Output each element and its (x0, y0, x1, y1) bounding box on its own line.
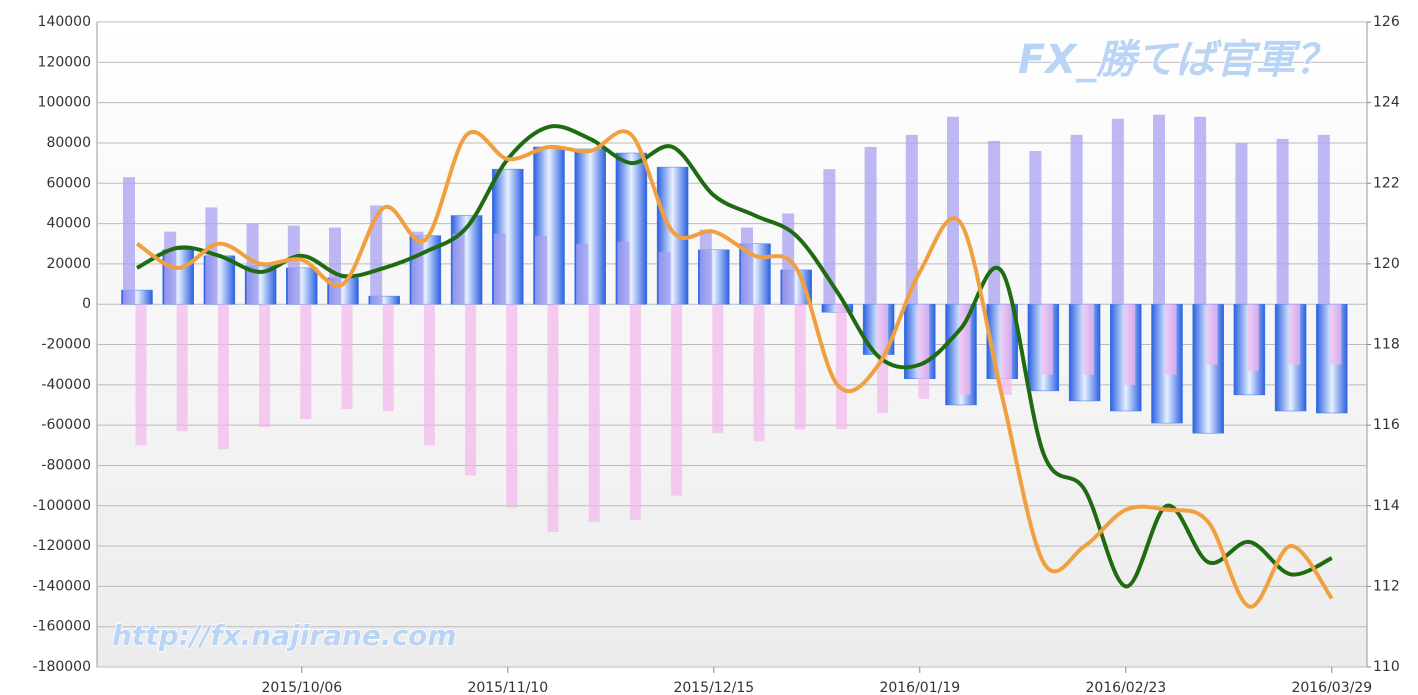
y-tick-label: 20000 (46, 256, 91, 272)
bar (1247, 304, 1259, 371)
bar (1041, 304, 1053, 375)
y-tick-label: -60000 (41, 417, 91, 433)
bar (1124, 304, 1136, 385)
bar (864, 146, 877, 305)
y-tick-label: -140000 (33, 578, 92, 594)
watermark: http://fx.najirane.com (112, 619, 457, 652)
bar (741, 227, 753, 305)
bar (465, 304, 477, 476)
bar (382, 304, 394, 412)
bar (1029, 151, 1042, 305)
bar (753, 304, 765, 442)
y2-tick-label: 124 (1373, 95, 1400, 111)
bar (1276, 138, 1289, 305)
bar (287, 225, 300, 305)
x-tick-label: 2016/03/29 (1291, 680, 1372, 695)
bar (547, 304, 559, 532)
bar (835, 304, 847, 430)
x-tick-label: 2015/10/06 (261, 680, 342, 695)
bar (588, 304, 600, 522)
bar (205, 207, 218, 305)
bar (794, 304, 806, 430)
bar (535, 235, 547, 305)
bar (1330, 304, 1342, 365)
y2-tick-label: 116 (1373, 417, 1400, 433)
bar (411, 231, 424, 305)
bar (1206, 304, 1218, 365)
y-tick-label: -40000 (41, 377, 91, 393)
bar (1317, 134, 1330, 305)
y2-tick-label: 120 (1373, 256, 1400, 272)
bar (959, 304, 971, 395)
y-tick-label: -160000 (33, 619, 92, 635)
bar (1000, 304, 1012, 395)
bar (370, 205, 383, 305)
line (135, 129, 1334, 609)
bar (617, 241, 630, 305)
y-tick-label: 40000 (46, 216, 91, 232)
bar (300, 304, 312, 420)
x-tick-label: 2016/01/19 (879, 680, 960, 695)
bar (823, 169, 836, 305)
bar (341, 304, 353, 409)
y-tick-label: -120000 (33, 538, 92, 554)
bar (452, 233, 465, 305)
bar (712, 304, 724, 434)
y2-tick-label: 112 (1373, 578, 1400, 594)
y-tick-label: 120000 (38, 54, 91, 70)
bar (506, 304, 518, 508)
y2-tick-label: 122 (1373, 175, 1400, 191)
y-tick-label: -180000 (33, 659, 92, 675)
y-tick-label: -80000 (41, 457, 91, 473)
bar (329, 227, 341, 305)
y-tick-label: 80000 (46, 135, 91, 151)
bar (259, 304, 271, 428)
x-tick-label: 2015/12/15 (673, 680, 754, 695)
bar (629, 304, 641, 520)
bar (671, 304, 683, 496)
bar (1235, 142, 1248, 305)
y-tick-label: -100000 (33, 498, 92, 514)
bar (1194, 116, 1207, 305)
bar (246, 223, 259, 305)
bar (1153, 114, 1165, 305)
bar (493, 233, 506, 305)
bar (1165, 304, 1177, 375)
bar (217, 304, 229, 450)
bar (988, 140, 1001, 305)
bar (918, 304, 930, 399)
bar (658, 251, 671, 305)
y-tick-label: 140000 (38, 14, 91, 30)
y-tick-label: 100000 (38, 95, 91, 111)
y2-tick-label: 118 (1373, 337, 1400, 353)
bar (947, 116, 959, 305)
y2-tick-label: 110 (1373, 659, 1400, 675)
x-tick-label: 2016/02/23 (1085, 680, 1166, 695)
bar (699, 229, 712, 305)
bar (423, 304, 435, 446)
y-tick-label: 0 (82, 296, 91, 312)
y2-tick-label: 126 (1373, 14, 1400, 30)
y2-tick-label: 114 (1373, 498, 1400, 514)
y-tick-label: 60000 (46, 175, 91, 191)
bar (135, 304, 147, 446)
watermark: FX_勝てば官軍？ (1018, 37, 1335, 83)
bar (176, 304, 188, 432)
x-tick-label: 2015/11/10 (467, 680, 548, 695)
bar (1083, 304, 1095, 375)
bar (576, 243, 589, 305)
bar (1111, 118, 1124, 305)
y-tick-label: -20000 (41, 337, 91, 353)
bar (905, 134, 918, 305)
bar (123, 177, 135, 305)
bar (1289, 304, 1301, 365)
bar (1070, 134, 1083, 305)
